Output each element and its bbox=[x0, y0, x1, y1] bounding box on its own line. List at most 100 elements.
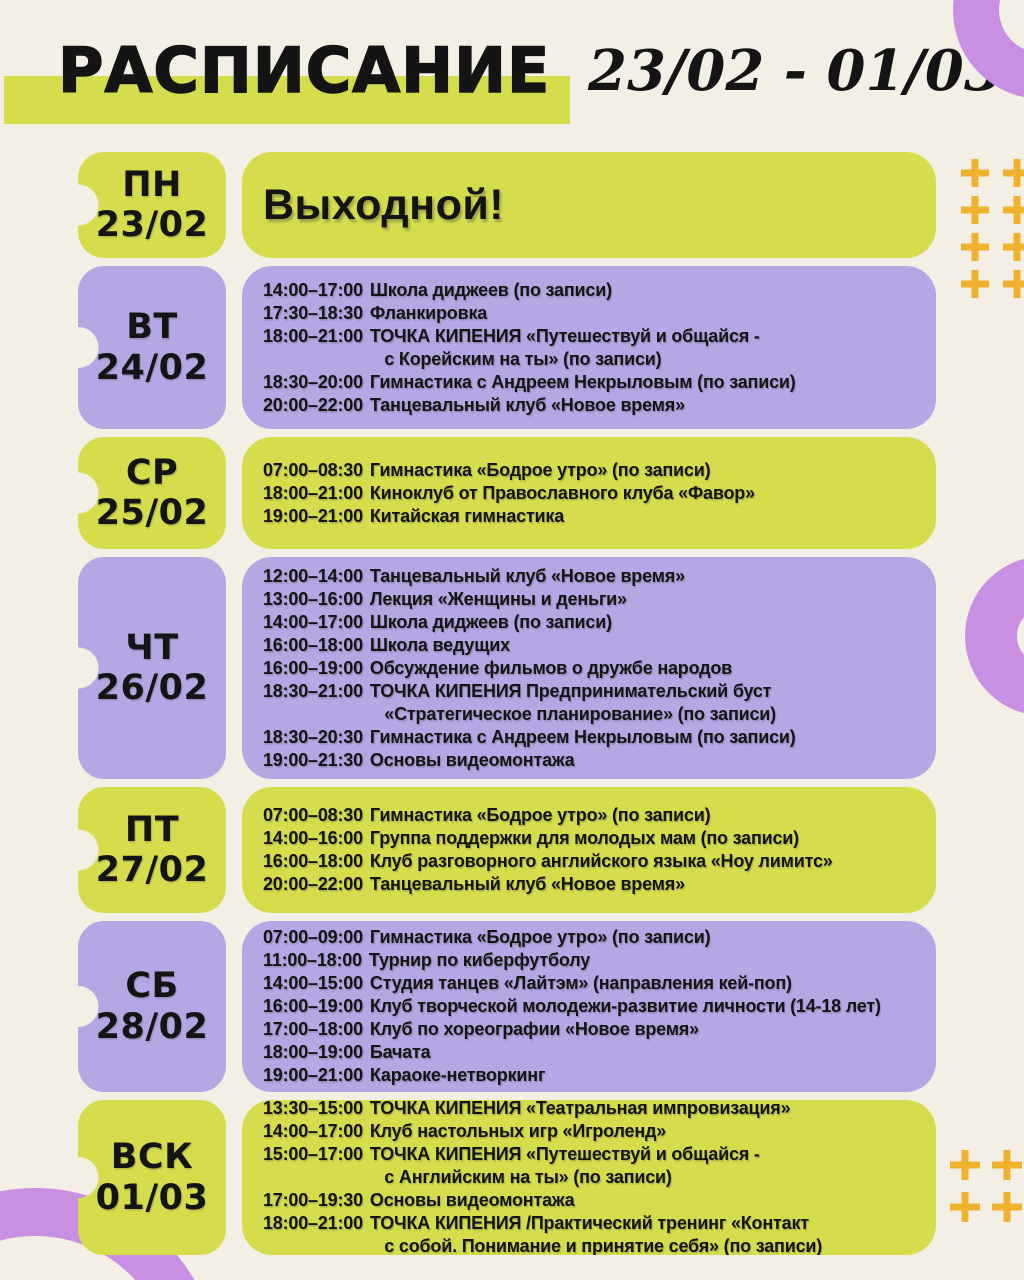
day-events-panel: 07:00–08:30 Гимнастика «Бодрое утро» (по … bbox=[242, 787, 936, 913]
plus-icon bbox=[1003, 233, 1024, 261]
event-row: 16:00–18:00 Школа ведущих bbox=[263, 634, 928, 657]
event-row: 16:00–19:00 Клуб творческой молодежи-разв… bbox=[263, 995, 928, 1018]
event-row: 17:30–18:30 Фланкировка bbox=[263, 302, 928, 325]
event-title: Турнир по киберфутболу bbox=[368, 950, 591, 970]
day-row: ЧТ 26/02 12:00–14:00 Танцевальный клуб «Н… bbox=[78, 557, 936, 779]
event-row: 18:00–19:00 Бачата bbox=[263, 1041, 928, 1064]
schedule-list: ПН 23/02 Выходной! ВТ 24/02 14:00–17:00 Ш… bbox=[78, 152, 936, 1255]
day-row: СБ 28/02 07:00–09:00 Гимнастика «Бодрое у… bbox=[78, 921, 936, 1092]
day-tab: ПН 23/02 bbox=[78, 152, 226, 258]
event-time: 18:30–20:30 bbox=[263, 726, 363, 747]
plus-icon bbox=[950, 1150, 980, 1180]
event-title: Китайская гимнастика bbox=[369, 505, 565, 526]
day-events-panel: 13:30–15:00 ТОЧКА КИПЕНИЯ «Театральная им… bbox=[242, 1100, 936, 1255]
day-abbr: СР bbox=[125, 452, 179, 493]
day-abbr: СБ bbox=[125, 966, 179, 1007]
event-time: 19:00–21:00 bbox=[263, 505, 363, 526]
event-row: 18:30–20:00 Гимнастика с Андреем Некрылов… bbox=[263, 371, 928, 394]
day-date: 01/03 bbox=[95, 1177, 209, 1218]
event-title: Школа диджеев (по записи) bbox=[369, 611, 612, 632]
event-time: 18:00–21:00 bbox=[263, 1213, 363, 1233]
day-events-panel: 07:00–08:30 Гимнастика «Бодрое утро» (по … bbox=[242, 437, 936, 549]
event-time: 19:00–21:00 bbox=[263, 1065, 363, 1085]
event-title: ТОЧКА КИПЕНИЯ «Театральная импровизация» bbox=[369, 1100, 791, 1118]
event-title: ТОЧКА КИПЕНИЯ «Путешествуй и общайся - с… bbox=[369, 325, 760, 369]
title-highlight-bar bbox=[4, 76, 570, 124]
event-row: 07:00–08:30 Гимнастика «Бодрое утро» (по … bbox=[263, 459, 928, 482]
event-title: Клуб разговорного английского языка «Ноу… bbox=[369, 851, 833, 871]
event-title: Танцевальный клуб «Новое время» bbox=[369, 874, 685, 894]
event-time: 14:00–15:00 bbox=[263, 973, 363, 993]
event-time: 07:00–08:30 bbox=[263, 459, 363, 480]
event-time: 15:00–17:00 bbox=[263, 1144, 363, 1164]
day-row: ВТ 24/02 14:00–17:00 Школа диджеев (по за… bbox=[78, 266, 936, 429]
day-date: 28/02 bbox=[95, 1006, 209, 1047]
event-title: Гимнастика с Андреем Некрыловым (по запи… bbox=[369, 726, 796, 747]
event-time: 14:00–17:00 bbox=[263, 1121, 363, 1141]
event-title: Гимнастика «Бодрое утро» (по записи) bbox=[369, 805, 711, 825]
event-row: 14:00–16:00 Группа поддержки для молодых … bbox=[263, 827, 928, 850]
plus-icon bbox=[992, 1192, 1022, 1222]
event-title: Гимнастика «Бодрое утро» (по записи) bbox=[369, 459, 711, 480]
event-row: 11:00–18:00 Турнир по киберфутболу bbox=[263, 949, 928, 972]
event-title: Студия танцев «Лайтэм» (направления кей-… bbox=[369, 973, 792, 993]
plus-icon bbox=[961, 159, 989, 187]
day-row: ВСК 01/03 13:30–15:00 ТОЧКА КИПЕНИЯ «Теат… bbox=[78, 1100, 936, 1255]
plus-icon bbox=[961, 233, 989, 261]
day-row: ПН 23/02 Выходной! bbox=[78, 152, 936, 258]
event-title: Клуб творческой молодежи-развитие личнос… bbox=[369, 996, 881, 1016]
event-row: 14:00–17:00 Клуб настольных игр «Игроленд… bbox=[263, 1120, 928, 1143]
event-row: 16:00–18:00 Клуб разговорного английского… bbox=[263, 850, 928, 873]
event-time: 13:30–15:00 bbox=[263, 1100, 363, 1118]
event-title: Фланкировка bbox=[369, 302, 488, 323]
event-row: 16:00–19:00 Обсуждение фильмов о дружбе н… bbox=[263, 657, 928, 680]
event-row: 20:00–22:00 Танцевальный клуб «Новое врем… bbox=[263, 873, 928, 896]
event-title: Бачата bbox=[369, 1042, 431, 1062]
day-tab: ЧТ 26/02 bbox=[78, 557, 226, 779]
day-tab: ВТ 24/02 bbox=[78, 266, 226, 429]
day-abbr: ВСК bbox=[110, 1137, 194, 1178]
event-row: 17:00–19:30 Основы видеомонтажа bbox=[263, 1189, 928, 1212]
day-date: 26/02 bbox=[95, 668, 209, 708]
event-time: 16:00–18:00 bbox=[263, 634, 363, 655]
event-row: 07:00–09:00 Гимнастика «Бодрое утро» (по … bbox=[263, 926, 928, 949]
day-abbr: ЧТ bbox=[125, 627, 179, 668]
event-title: Киноклуб от Православного клуба «Фавор» bbox=[369, 482, 755, 503]
plus-icon bbox=[1003, 270, 1024, 298]
event-time: 11:00–18:00 bbox=[263, 950, 362, 970]
event-title: Основы видеомонтажа bbox=[369, 749, 575, 770]
day-tab: СБ 28/02 bbox=[78, 921, 226, 1092]
event-title: ТОЧКА КИПЕНИЯ Предпринимательский буст «… bbox=[369, 680, 776, 724]
event-time: 19:00–21:30 bbox=[263, 749, 363, 770]
event-row: 15:00–17:00 ТОЧКА КИПЕНИЯ «Путешествуй и … bbox=[263, 1143, 928, 1189]
event-time: 13:00–16:00 bbox=[263, 588, 363, 609]
event-title: Школа диджеев (по записи) bbox=[369, 279, 612, 300]
event-time: 20:00–22:00 bbox=[263, 874, 363, 894]
plus-icon bbox=[950, 1192, 980, 1222]
event-row: 07:00–08:30 Гимнастика «Бодрое утро» (по … bbox=[263, 804, 928, 827]
day-date: 25/02 bbox=[95, 493, 209, 533]
event-time: 17:30–18:30 bbox=[263, 302, 363, 323]
event-row: 13:00–16:00 Лекция «Женщины и деньги» bbox=[263, 588, 928, 611]
event-title: Караоке-нетворкинг bbox=[369, 1065, 546, 1085]
holiday-label: Выходной! bbox=[263, 180, 505, 229]
day-tab: ВСК 01/03 bbox=[78, 1100, 226, 1255]
event-row: 18:30–21:00 ТОЧКА КИПЕНИЯ Предприниматель… bbox=[263, 680, 928, 726]
event-time: 18:30–21:00 bbox=[263, 680, 363, 701]
day-row: СР 25/02 07:00–08:30 Гимнастика «Бодрое у… bbox=[78, 437, 936, 549]
plus-grid-top-right bbox=[961, 159, 1024, 298]
event-row: 20:00–22:00 Танцевальный клуб «Новое врем… bbox=[263, 394, 928, 417]
event-time: 14:00–17:00 bbox=[263, 279, 363, 300]
day-events-panel: Выходной! bbox=[242, 152, 936, 258]
ring-decoration-right-icon bbox=[965, 559, 1024, 713]
day-events-panel: 12:00–14:00 Танцевальный клуб «Новое врем… bbox=[242, 557, 936, 779]
plus-grid-bottom-right bbox=[950, 1150, 1022, 1222]
event-title: ТОЧКА КИПЕНИЯ /Практический тренинг «Кон… bbox=[369, 1213, 823, 1255]
event-time: 18:30–20:00 bbox=[263, 371, 363, 392]
day-date: 24/02 bbox=[95, 347, 209, 388]
event-row: 18:30–20:30 Гимнастика с Андреем Некрылов… bbox=[263, 726, 928, 749]
plus-icon bbox=[961, 196, 989, 224]
event-time: 17:00–18:00 bbox=[263, 1019, 363, 1039]
event-row: 18:00–21:00 Киноклуб от Православного клу… bbox=[263, 482, 928, 505]
